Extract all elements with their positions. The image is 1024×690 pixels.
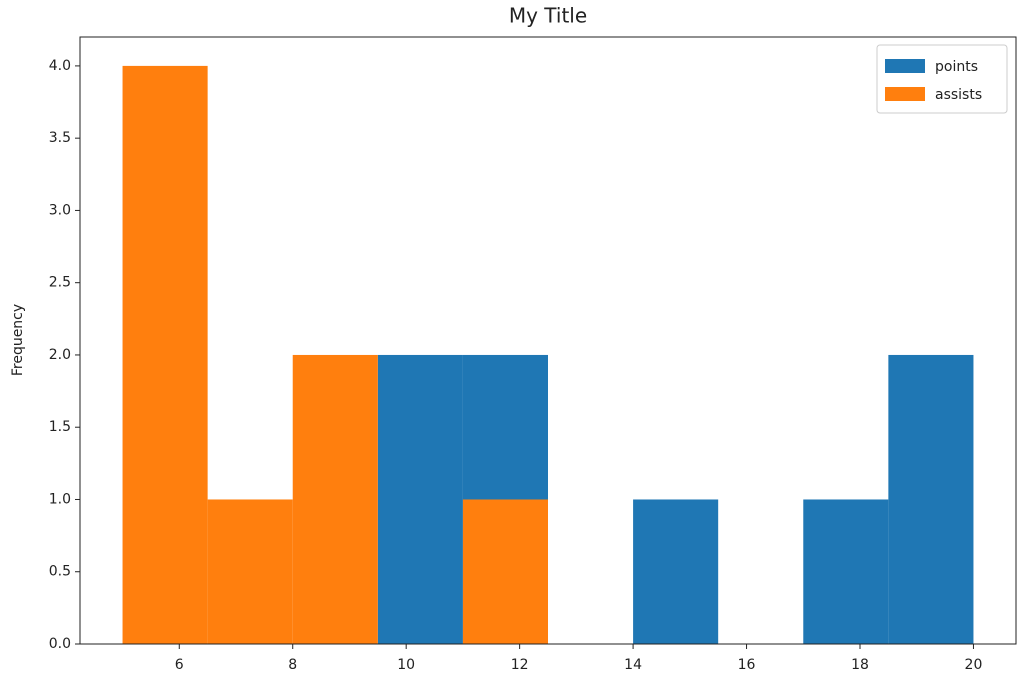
y-tick-label: 3.5: [49, 130, 71, 146]
x-tick-label: 8: [288, 657, 297, 673]
y-tick-label: 2.5: [49, 275, 71, 291]
y-axis-label: Frequency: [10, 304, 26, 376]
x-tick-label: 14: [624, 657, 642, 673]
histogram-bar: [633, 499, 719, 644]
y-tick-label: 0.5: [49, 564, 71, 580]
histogram-bar: [462, 499, 548, 644]
legend-swatch: [885, 59, 925, 73]
chart-title: My Title: [509, 4, 587, 28]
x-tick-label: 20: [965, 657, 983, 673]
histogram-bar: [803, 499, 889, 644]
histogram-bar: [377, 354, 463, 644]
legend-label: points: [935, 59, 978, 75]
x-tick-label: 12: [511, 657, 529, 673]
x-tick-label: 18: [851, 657, 869, 673]
legend-label: assists: [935, 87, 982, 103]
y-tick-label: 1.5: [49, 419, 71, 435]
histogram-bar: [122, 65, 208, 644]
x-tick-label: 16: [738, 657, 756, 673]
y-tick-label: 1.0: [49, 491, 71, 507]
histogram-bar: [888, 354, 974, 644]
y-tick-label: 0.0: [49, 636, 71, 652]
legend: points assists: [876, 44, 1008, 114]
histogram-bar: [292, 354, 378, 644]
histogram-bar: [207, 499, 293, 644]
plot-frame: [79, 36, 1017, 645]
y-tick-label: 3.0: [49, 202, 71, 218]
x-tick-label: 6: [175, 657, 184, 673]
x-tick-label: 10: [397, 657, 415, 673]
y-tick-label: 2.0: [49, 347, 71, 363]
y-tick-label: 4.0: [49, 58, 71, 74]
legend-swatch: [885, 87, 925, 101]
